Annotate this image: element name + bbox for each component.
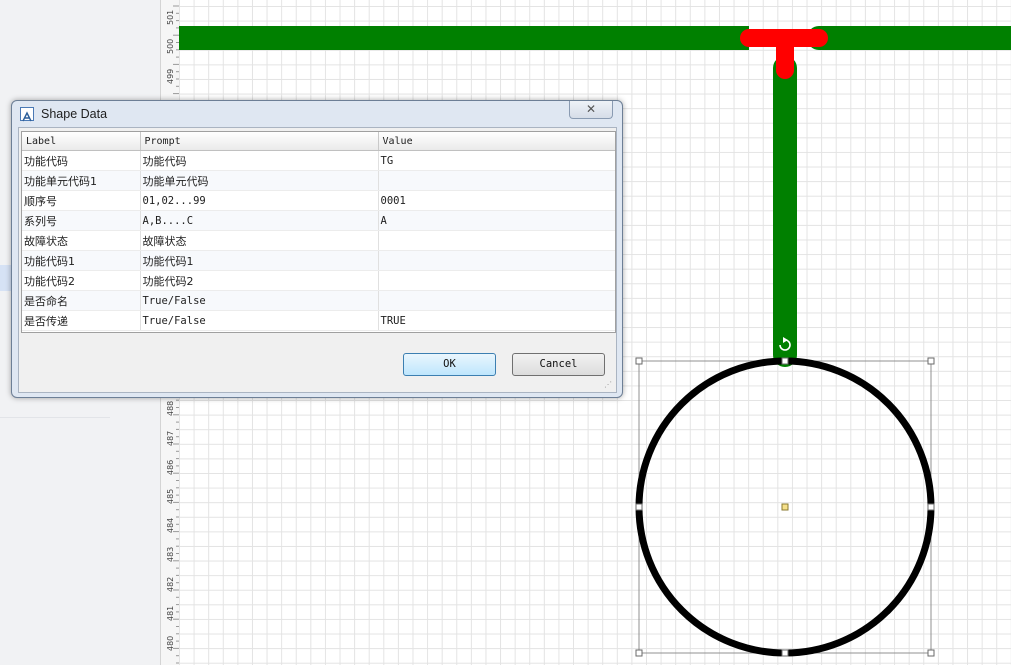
- row-value[interactable]: TG: [378, 150, 615, 171]
- row-prompt: A,B....C: [140, 210, 379, 231]
- close-icon: ✕: [585, 102, 597, 116]
- dialog-titlebar[interactable]: Shape Data ✕: [12, 101, 622, 127]
- row-value[interactable]: TRUE: [378, 310, 615, 331]
- table-row[interactable]: 是否命名 True/False: [22, 290, 615, 311]
- ruler-label: 501: [166, 10, 175, 25]
- resize-handle-top-left[interactable]: [635, 357, 643, 365]
- resize-grip-icon[interactable]: ⋰: [604, 380, 612, 389]
- ruler-label: 487: [166, 431, 175, 446]
- row-prompt: 功能代码: [140, 150, 379, 171]
- resize-handle-top-right[interactable]: [927, 357, 935, 365]
- row-label: 功能代码1: [22, 250, 141, 271]
- resize-handle-bottom-right[interactable]: [927, 649, 935, 657]
- row-prompt: True/False: [140, 310, 379, 331]
- shape-data-table: Label Prompt Value 功能代码 功能代码 TG 功能单元代码1 …: [22, 132, 615, 331]
- row-label: 顺序号: [22, 190, 141, 211]
- ruler-label: 500: [166, 39, 175, 54]
- ruler-label: 484: [166, 518, 175, 533]
- tee-connector[interactable]: [740, 29, 828, 79]
- left-panel-divider: [0, 417, 110, 418]
- row-prompt: 功能代码2: [140, 270, 379, 291]
- ruler-label: 499: [166, 69, 175, 84]
- table-row[interactable]: 是否传递 True/False TRUE: [22, 310, 615, 331]
- row-label: 是否命名: [22, 290, 141, 311]
- resize-handle-left[interactable]: [635, 503, 643, 511]
- table-row[interactable]: 功能代码1 功能代码1: [22, 250, 615, 271]
- cancel-button[interactable]: Cancel: [512, 353, 605, 376]
- ruler-label: 480: [166, 636, 175, 651]
- row-label: 是否传递: [22, 310, 141, 331]
- shape-data-dialog: Shape Data ✕ Label Prompt Value 功能代码: [11, 100, 623, 398]
- row-label: 功能代码: [22, 150, 141, 171]
- table-row[interactable]: 系列号 A,B....C A: [22, 210, 615, 231]
- dialog-title: Shape Data: [41, 107, 108, 121]
- dialog-body: Label Prompt Value 功能代码 功能代码 TG 功能单元代码1 …: [18, 127, 617, 393]
- row-prompt: 故障状态: [140, 230, 379, 251]
- column-header-label[interactable]: Label: [22, 132, 141, 151]
- ruler-label: 483: [166, 547, 175, 562]
- ruler-label: 481: [166, 606, 175, 621]
- app-icon: [20, 107, 34, 122]
- drawing-layer: [179, 26, 1011, 657]
- table-row[interactable]: 功能单元代码1 功能单元代码: [22, 170, 615, 191]
- row-value[interactable]: [378, 290, 615, 311]
- row-prompt: 01,02...99: [140, 190, 379, 211]
- shape-data-grid: Label Prompt Value 功能代码 功能代码 TG 功能单元代码1 …: [21, 131, 616, 333]
- row-prompt: 功能单元代码: [140, 170, 379, 191]
- resize-handle-bottom-left[interactable]: [635, 649, 643, 657]
- ruler-label: 485: [166, 489, 175, 504]
- rotate-handle-icon[interactable]: [779, 337, 791, 351]
- row-label: 功能代码2: [22, 270, 141, 291]
- row-value[interactable]: [378, 270, 615, 291]
- row-value[interactable]: A: [378, 210, 615, 231]
- ruler-label: 486: [166, 460, 175, 475]
- row-prompt: 功能代码1: [140, 250, 379, 271]
- resize-handle-bottom[interactable]: [781, 649, 789, 657]
- ok-button[interactable]: OK: [403, 353, 496, 376]
- close-button[interactable]: ✕: [569, 101, 613, 119]
- row-value[interactable]: [378, 230, 615, 251]
- ruler-label: 482: [166, 577, 175, 592]
- row-value[interactable]: [378, 250, 615, 271]
- row-label: 故障状态: [22, 230, 141, 251]
- table-row[interactable]: 顺序号 01,02...99 0001: [22, 190, 615, 211]
- row-value[interactable]: 0001: [378, 190, 615, 211]
- row-prompt: True/False: [140, 290, 379, 311]
- table-header-row: Label Prompt Value: [22, 132, 615, 151]
- left-panel-selection: [0, 265, 14, 291]
- table-row[interactable]: 功能代码2 功能代码2: [22, 270, 615, 291]
- table-row[interactable]: 故障状态 故障状态: [22, 230, 615, 251]
- row-label: 功能单元代码1: [22, 170, 141, 191]
- row-value[interactable]: [378, 170, 615, 191]
- row-label: 系列号: [22, 210, 141, 231]
- column-header-value[interactable]: Value: [378, 132, 615, 151]
- table-row[interactable]: 功能代码 功能代码 TG: [22, 150, 615, 171]
- column-header-prompt[interactable]: Prompt: [140, 132, 379, 151]
- resize-handle-right[interactable]: [927, 503, 935, 511]
- resize-handle-top[interactable]: [781, 357, 789, 365]
- ruler-label: 488: [166, 401, 175, 416]
- center-pin-handle[interactable]: [781, 503, 789, 511]
